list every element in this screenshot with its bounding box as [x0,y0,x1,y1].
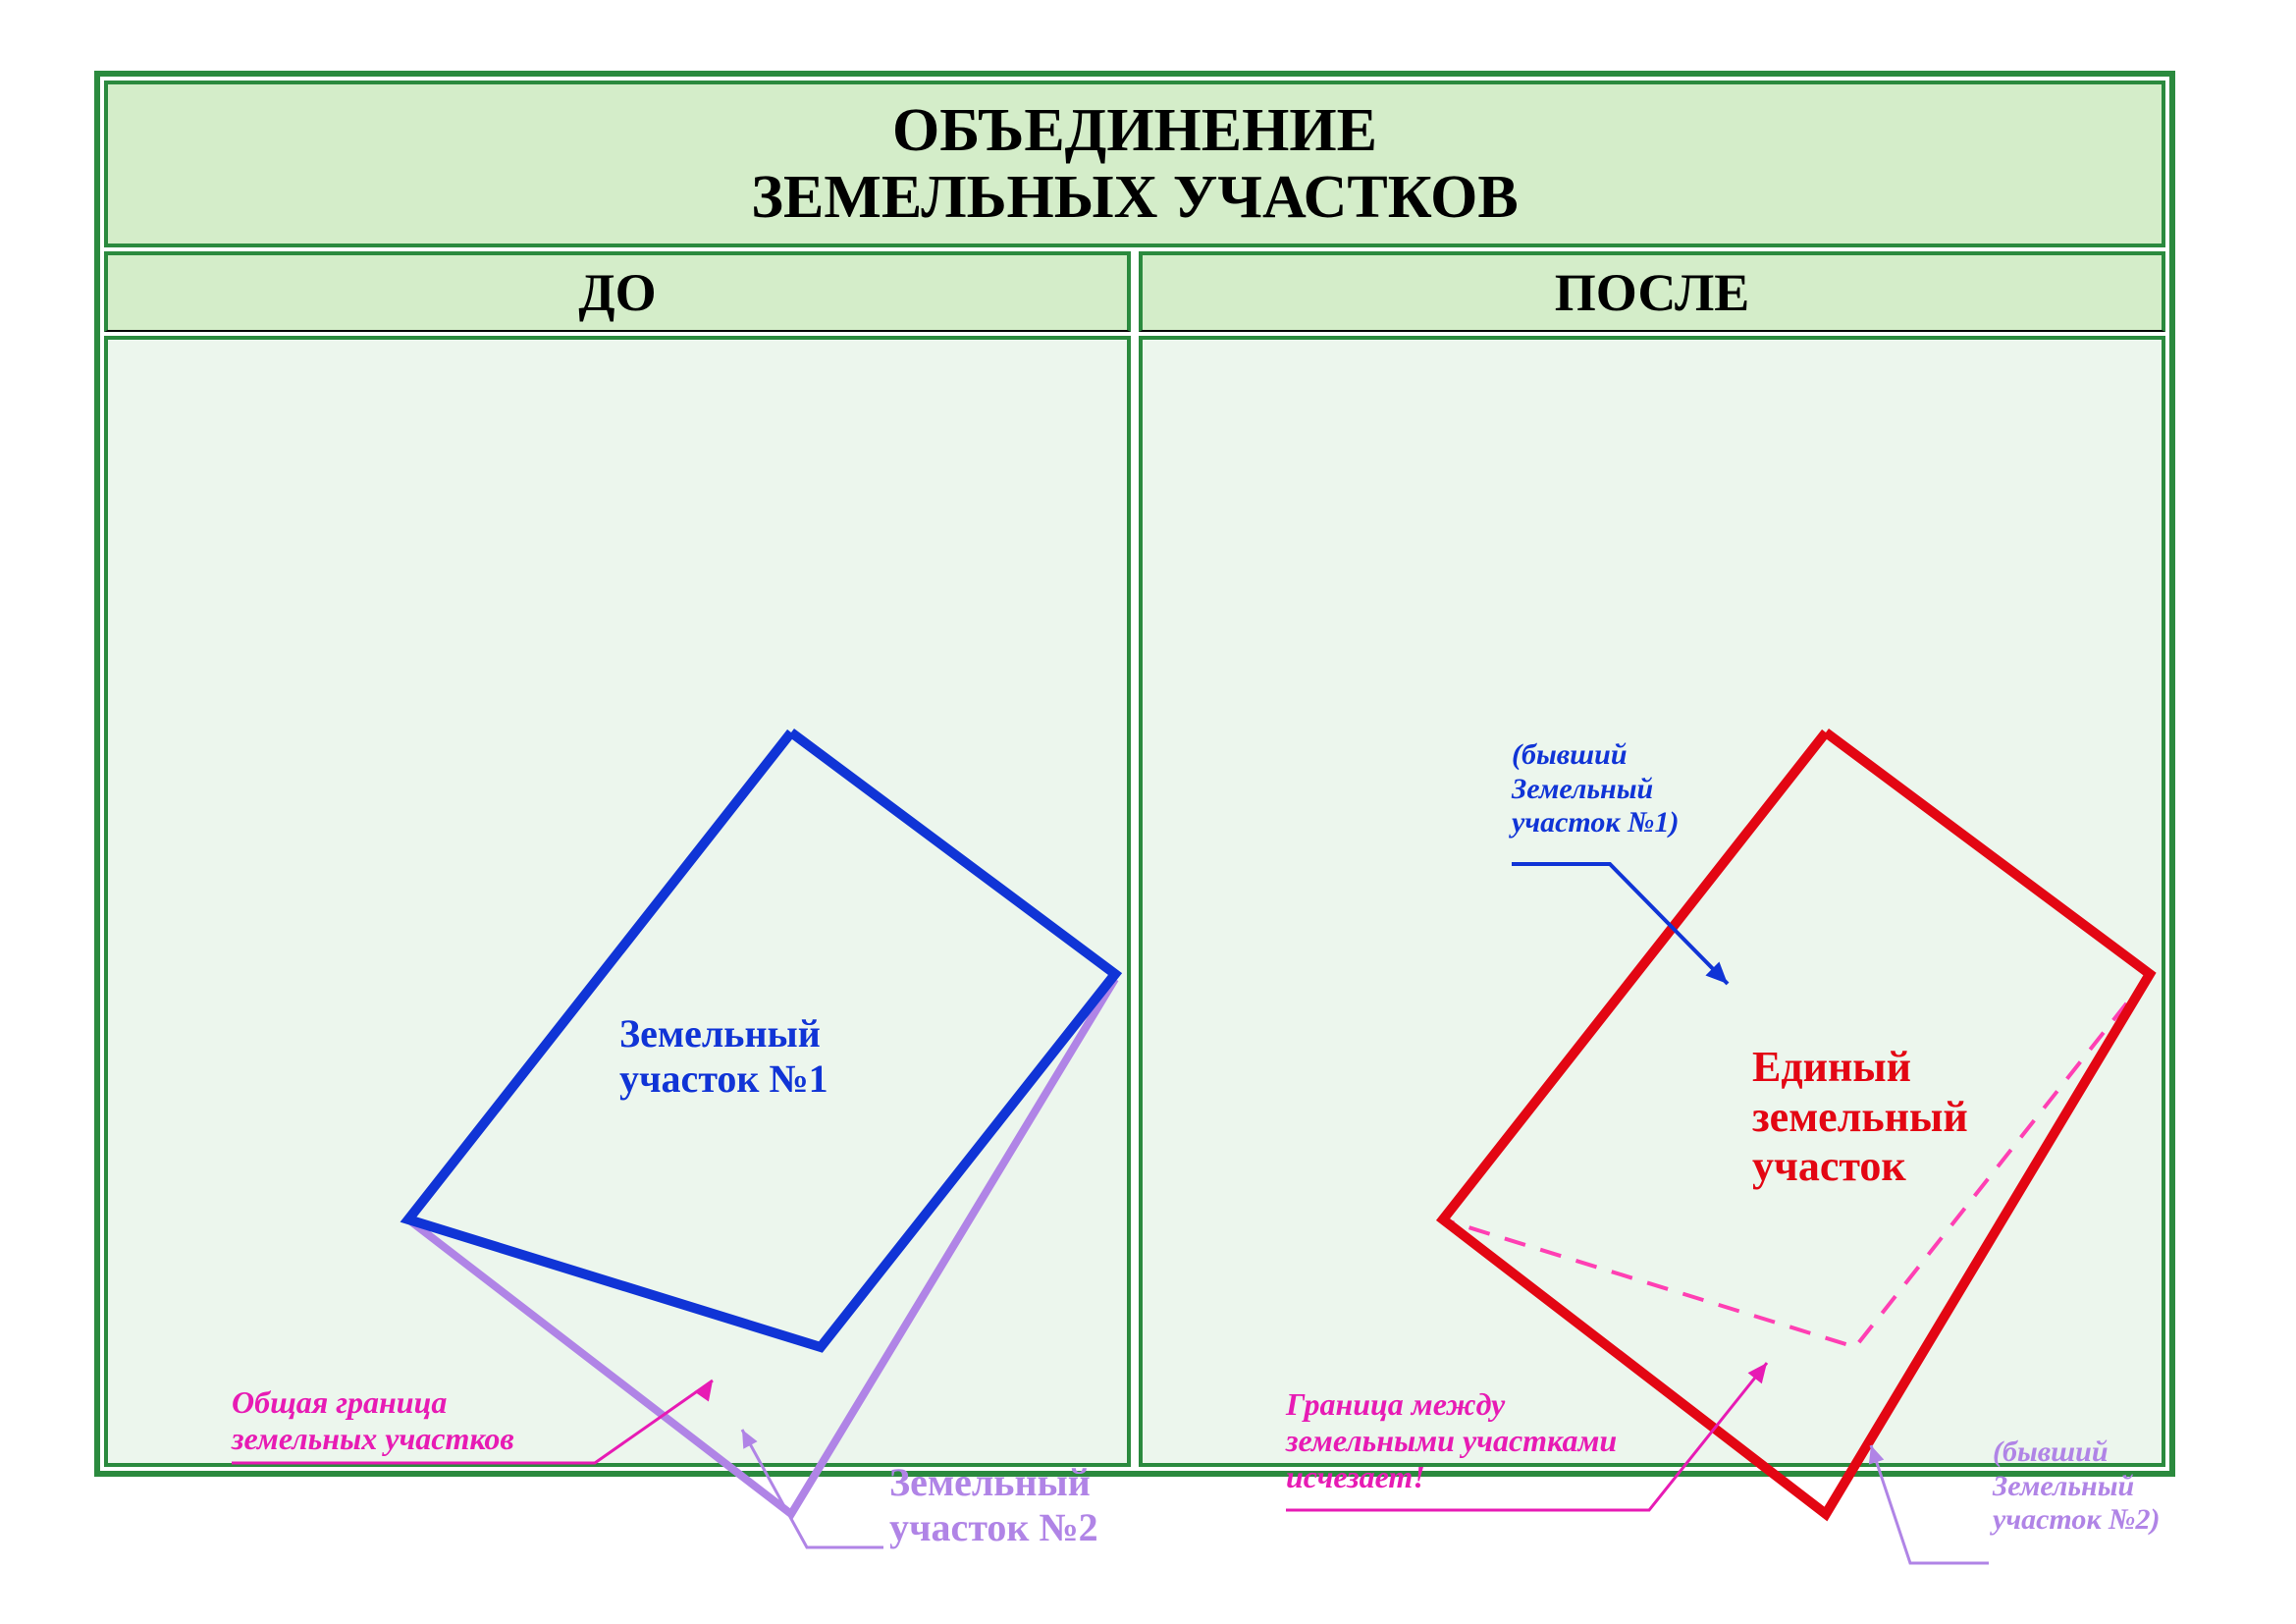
vanished-border-callout: Граница между земельными участками исчез… [1286,1386,1617,1494]
former-plot2-callout: (бывший Земельный участок №2) [1993,1435,2160,1538]
plot1-label: Земельный участок №1 [619,1011,828,1102]
merged-plot-label: Единый земельный участок [1752,1043,1968,1192]
diagram-svg [0,0,2296,1624]
common-border-callout: Общая граница земельных участков [232,1384,514,1457]
plot2-label: Земельный участок №2 [889,1460,1098,1550]
former-plot1-callout: (бывший Земельный участок №1) [1512,738,1679,840]
